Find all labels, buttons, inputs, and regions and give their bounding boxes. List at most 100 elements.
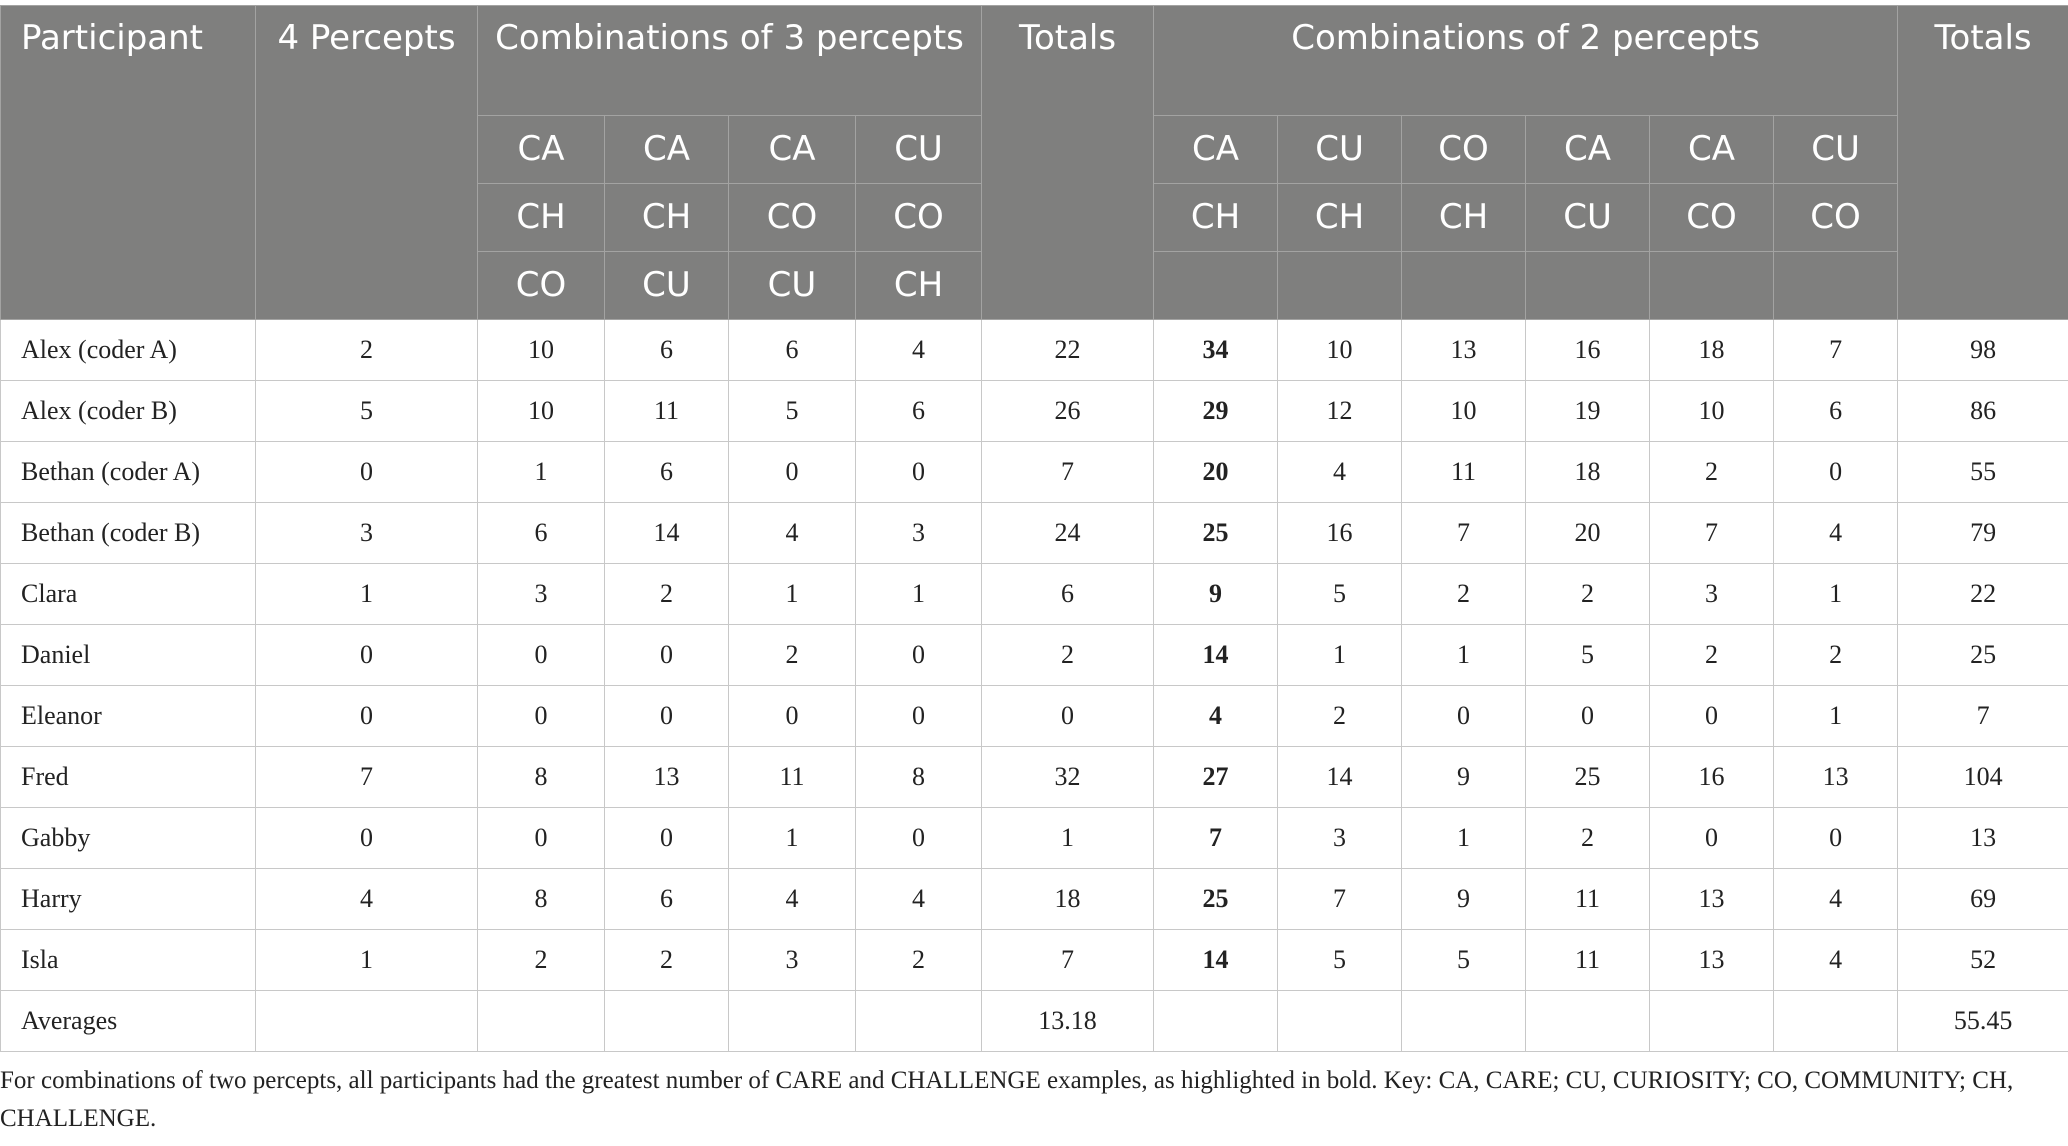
cell: 1 [1773,685,1899,747]
cell: 4 [1773,929,1899,991]
row-label: Bethan (coder B) [0,502,256,564]
cell: 2 [1277,685,1403,747]
cell: 52 [1897,929,2068,991]
cell: 6 [604,319,729,381]
cell: 11 [1525,929,1651,991]
cell: 0 [1649,685,1775,747]
cell: 12 [1277,380,1403,442]
cell: 1 [981,807,1155,869]
subheader-cell: CH [1277,183,1403,252]
cell: 13 [1897,807,2068,869]
table-row: Bethan (coder A) 0 1 6 0 0 7 20 4 11 18 2 0 55 [0,441,2068,503]
cell: 0 [255,807,478,869]
cell: 4 [854,868,983,930]
cell: 10 [1649,380,1775,442]
subheader-cell: CU [1525,183,1651,252]
cell: 8 [477,746,605,808]
subheader-cell: CO [477,251,605,320]
table-row: Daniel 0 0 0 2 0 2 14 1 1 5 2 2 25 [0,624,2068,686]
cell: 3 [1649,563,1775,625]
cell: 1 [477,441,605,503]
cell: 3 [477,563,605,625]
cell: 19 [1525,380,1651,442]
cell: 0 [477,807,605,869]
cell: 25 [1525,746,1651,808]
cell: 55 [1897,441,2068,503]
cell: 4 [728,868,856,930]
cell: 3 [728,929,856,991]
subheader-cell: CH [477,183,605,252]
cell: 27 [1153,746,1279,808]
table-row: Alex (coder A) 2 10 6 6 4 22 34 10 13 16 18 7 98 [0,319,2068,381]
subheader-cell: CA [477,115,605,184]
cell: 2 [1649,624,1775,686]
cell: 7 [1277,868,1403,930]
subheader-cell: CA [1525,115,1651,184]
cell: 0 [1649,807,1775,869]
header-cell: Totals [981,5,1155,320]
cell: 0 [255,624,478,686]
cell: 7 [255,746,478,808]
cell: 5 [728,380,856,442]
cell: 5 [1401,929,1527,991]
subheader-cell: CO [1401,115,1527,184]
cell: 0 [604,624,729,686]
cell: 34 [1153,319,1279,381]
cell: 5 [1525,624,1651,686]
cell: 7 [981,929,1155,991]
cell: 2 [1649,441,1775,503]
cell: 5 [255,380,478,442]
cell [604,990,729,1052]
cell: 1 [854,563,983,625]
cell: 0 [477,624,605,686]
cell: 0 [854,685,983,747]
table-row: Isla 1 2 2 3 2 7 14 5 5 11 13 4 52 [0,929,2068,991]
subheader-cell: CO [854,183,983,252]
header-cell: Combinations of 3 percepts [476,5,983,116]
cell: 6 [728,319,856,381]
cell: 1 [1773,563,1899,625]
subheader-cell: CH [854,251,983,320]
subheader-cell: CA [604,115,729,184]
table-row: Clara 1 3 2 1 1 6 9 5 2 2 3 1 22 [0,563,2068,625]
cell: 2 [255,319,478,381]
cell: 25 [1153,502,1279,564]
cell: 0 [477,685,605,747]
cell: 3 [255,502,478,564]
cell: 16 [1277,502,1403,564]
cell: 14 [604,502,729,564]
cell: 16 [1649,746,1775,808]
cell: 11 [1525,868,1651,930]
cell: 1 [728,807,856,869]
cell: 11 [604,380,729,442]
subheader-cell: CH [1153,183,1279,252]
cell: 0 [854,624,983,686]
cell: 20 [1153,441,1279,503]
subheader-cell [1401,251,1527,320]
cell: 26 [981,380,1155,442]
cell: 7 [1649,502,1775,564]
cell [1153,990,1279,1052]
cell: 10 [477,380,605,442]
cell: 7 [1897,685,2068,747]
cell: 1 [728,563,856,625]
cell: 2 [604,563,729,625]
row-label: Averages [0,990,256,1052]
cell [1649,990,1775,1052]
cell: 0 [604,685,729,747]
subheader-cell: CO [1649,183,1775,252]
cell: 55.45 [1897,990,2068,1052]
subheader-cell [1525,251,1651,320]
cell: 32 [981,746,1155,808]
cell: 6 [981,563,1155,625]
cell: 13 [1773,746,1899,808]
cell: 6 [854,380,983,442]
cell: 5 [1277,929,1403,991]
cell: 1 [1277,624,1403,686]
cell: 14 [1153,929,1279,991]
table-row: Bethan (coder B) 3 6 14 4 3 24 25 16 7 20 7 4 79 [0,502,2068,564]
cell: 9 [1401,868,1527,930]
cell: 18 [981,868,1155,930]
cell: 2 [1525,563,1651,625]
